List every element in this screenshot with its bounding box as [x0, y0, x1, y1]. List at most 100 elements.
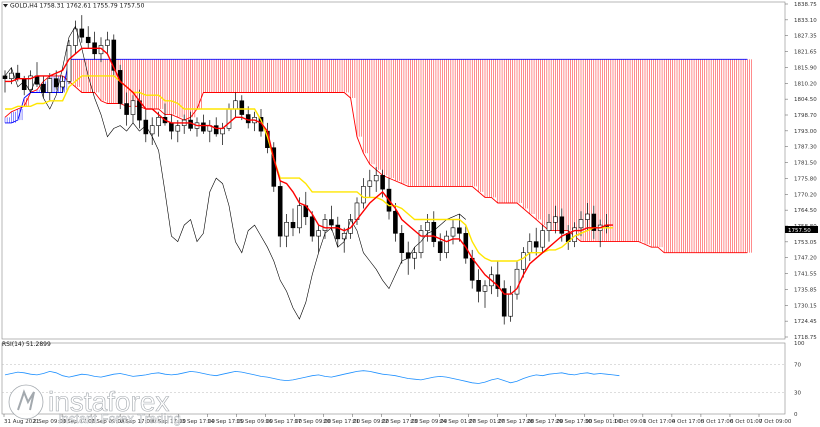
price-badge-label: 1757.50: [788, 228, 811, 234]
candle-body-53: [341, 233, 347, 240]
tenkan-sen: [5, 47, 613, 295]
x-tick-label: 2 Sep 09:00: [33, 419, 67, 425]
x-tick-label: 14 Sep 17:00: [207, 419, 244, 425]
candle-body-77: [495, 274, 501, 289]
x-tick-label: 4 Oct 17:00: [672, 419, 705, 425]
candle-body-6: [41, 83, 46, 93]
candle-body-33: [213, 125, 219, 135]
x-tick-label: 13 Sep 17:00: [178, 419, 215, 425]
candle-body-1: [9, 72, 14, 79]
candle-body-7: [47, 78, 53, 93]
candle-body-23: [149, 125, 155, 135]
x-tick-label: 7 Sep 09:00: [91, 419, 125, 425]
candle-body-56: [361, 186, 366, 204]
candle-body-20: [130, 100, 136, 115]
candle-body-79: [508, 293, 513, 317]
y-tick-label: 1764.50: [794, 208, 817, 214]
candle-body-16: [105, 39, 110, 46]
candle-body-89: [572, 227, 577, 242]
y-tick-label: 1724.45: [794, 319, 817, 325]
x-tick-label: 7 Oct 09:00: [759, 419, 792, 425]
candle-body-36: [233, 100, 238, 110]
x-tick-label: 10 Sep 17:00: [149, 419, 186, 425]
candle-body-91: [585, 213, 590, 220]
symbol-header: GOLD,H4 1758.31 1762.61 1755.79 1757.50: [10, 3, 145, 10]
rsi-tick-label: 30: [794, 391, 801, 397]
candle-body-84: [540, 230, 545, 248]
y-tick-label: 1741.55: [794, 272, 817, 278]
candle-body-67: [431, 221, 437, 242]
chart-header: GOLD,H4 1758.31 1762.61 1755.79 1757.50 …: [2, 3, 145, 349]
candlestick-series: [2, 15, 609, 325]
candle-body-0: [2, 75, 8, 79]
x-tick-label: 27 Sep 17:00: [498, 419, 535, 425]
candle-body-57: [367, 180, 373, 187]
instaforex-watermark: instaforex Instant Forex Trading: [8, 384, 181, 426]
candle-body-72: [463, 233, 469, 259]
y-tick-label: 1718.75: [794, 335, 817, 341]
y-tick-label: 1781.50: [794, 161, 817, 167]
x-tick-label: 24 Sep 01:00: [440, 419, 477, 425]
x-tick-label: 27 Sep 01:00: [469, 419, 506, 425]
grid-lines: [1, 1, 786, 415]
y-tick-label: 1810.20: [794, 81, 817, 87]
candle-body-45: [290, 221, 296, 229]
indicator-lines: [4, 25, 613, 320]
candle-body-8: [53, 78, 59, 88]
candle-body-11: [73, 28, 78, 46]
dropdown-triangle-icon[interactable]: [3, 4, 8, 8]
candle-body-75: [482, 285, 488, 292]
candle-body-80: [514, 268, 520, 295]
candle-body-90: [578, 219, 584, 229]
x-tick-label: 31 Aug 2021: [4, 419, 39, 425]
candle-body-9: [60, 81, 65, 88]
candle-body-43: [277, 186, 283, 237]
y-tick-label: 1753.05: [794, 240, 817, 246]
y-tick-label: 1804.50: [794, 97, 817, 103]
candle-body-34: [220, 128, 225, 135]
rsi-panel-frame: [1, 342, 786, 415]
candle-body-61: [393, 210, 398, 234]
kijun-sen: [5, 75, 613, 262]
x-tick-label: 16 Sep 17:00: [265, 419, 302, 425]
candle-body-70: [450, 227, 456, 237]
y-tick-label: 1770.20: [794, 192, 817, 198]
candle-body-87: [559, 216, 565, 234]
y-tick-label: 1798.70: [794, 113, 817, 119]
candle-body-68: [437, 241, 443, 253]
rsi-panel: 100 70 30 0: [2, 341, 805, 418]
candle-body-82: [527, 241, 533, 253]
watermark-brand: instaforex: [48, 386, 169, 417]
rsi-tick-label: 0: [794, 412, 798, 418]
x-tick-label: 6 Oct 01:00: [730, 419, 763, 425]
candle-body-10: [66, 45, 72, 82]
candle-body-26: [169, 122, 174, 132]
candle-body-74: [476, 280, 481, 292]
y-tick-label: 1793.00: [794, 129, 817, 135]
x-tick-label: 23 Sep 09:00: [411, 419, 448, 425]
candle-body-73: [469, 257, 475, 281]
candle-body-59: [380, 175, 385, 190]
candle-body-12: [79, 28, 85, 38]
y-tick-label: 1821.65: [794, 50, 817, 56]
y-tick-label: 1787.30: [794, 145, 817, 151]
y-tick-label: 1747.20: [794, 256, 817, 262]
x-tick-label: 3 Sep 17:00: [62, 419, 96, 425]
candle-body-38: [245, 114, 251, 124]
x-tick-label: 28 Sep 17:00: [527, 419, 564, 425]
candle-body-71: [457, 227, 462, 234]
y-tick-label: 1735.85: [794, 287, 817, 293]
senkou-span-b: [5, 58, 748, 124]
candle-body-18: [117, 70, 123, 104]
candle-body-19: [124, 103, 129, 115]
x-tick-label: 1 Oct 17:00: [643, 419, 676, 425]
candle-body-13: [85, 36, 91, 44]
y-tick-label: 1838.75: [794, 2, 817, 8]
candle-body-58: [373, 175, 379, 182]
y-tick-label: 1833.10: [794, 18, 817, 24]
ichimoku-cloud: [4, 58, 752, 254]
candle-body-24: [156, 117, 161, 126]
price-axis: 1838.75 1833.10 1827.35 1821.65 1815.90 1810.…: [785, 2, 817, 341]
x-tick-label: 20 Sep 17:00: [323, 419, 360, 425]
